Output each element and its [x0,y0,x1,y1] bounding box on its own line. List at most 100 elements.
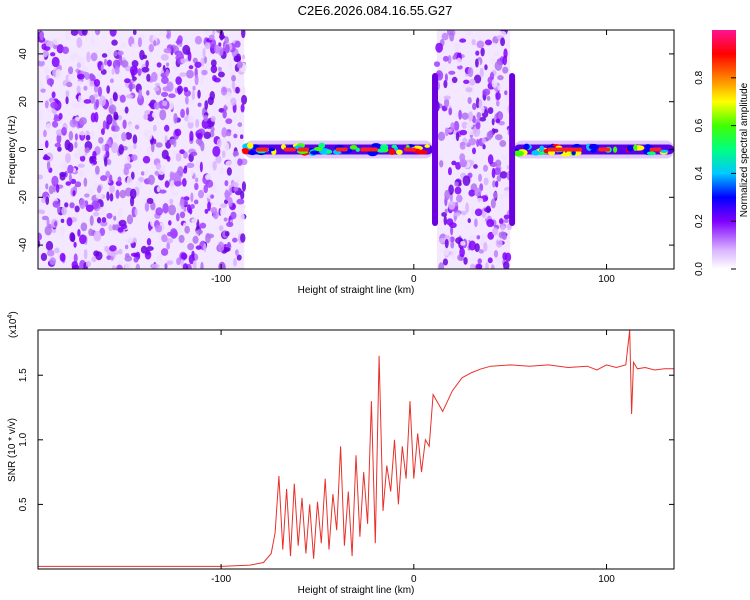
heatmap-noise-blob [455,131,460,142]
heatmap-noise-blob [54,142,62,148]
heatmap-noise-blob [177,35,183,44]
heatmap-noise-blob [240,103,245,113]
heatmap-noise-blob [69,202,75,209]
heatmap-noise-blob [98,206,106,216]
heatmap-noise-blob [180,58,186,64]
heatmap-noise-blob [51,175,59,187]
heatmap-noise-blob [61,206,68,216]
heatmap-noise-blob [129,188,137,200]
heatmap-noise-blob [101,53,108,58]
heatmap-noise-blob [503,214,510,220]
heatmap-noise-blob [119,189,127,199]
heatmap-noise-blob [233,186,239,192]
heatmap-track-blob [586,143,591,151]
heatmap-noise-blob [58,112,63,120]
heatmap-noise-blob [433,61,441,67]
heatmap-noise-blob [84,193,90,198]
heatmap-track-peak [553,147,566,152]
heatmap-noise-blob [443,215,447,226]
heatmap-noise-blob [444,127,449,137]
snr-panel: -100 0 100 0.5 1.0 1.5 Height of straight lin… [7,311,675,596]
heatmap-noise-blob [461,121,468,129]
heatmap-noise-blob [218,261,226,269]
heatmap-noise-blob [159,30,168,37]
heatmap-noise-blob [130,252,139,257]
heatmap-noise-blob [38,239,41,248]
snr-ylabel: SNR (10 * v/v) [7,418,18,482]
heatmap-noise-blob [448,107,453,116]
heatmap-noise-blob [76,73,85,80]
heatmap-noise-blob [240,134,244,140]
heatmap-noise-blob [45,183,49,190]
heatmap-noise-blob [98,136,104,144]
heatmap-track-blob [391,144,398,149]
heatmap-noise-blob [241,85,246,96]
heatmap-noise-blob [235,53,242,63]
heatmap-noise-blob [498,231,507,239]
heatmap-noise-blob [201,118,210,130]
heatmap-noise-blob [190,151,198,157]
heatmap-noise-blob [454,181,459,187]
heatmap-noise-blob [38,174,44,180]
heatmap-noise-blob [125,236,133,244]
heatmap-noise-blob [498,218,504,225]
heatmap-ytick-label: 20 [18,96,29,108]
heatmap-noise-blob [205,30,210,35]
heatmap-noise-blob [51,91,56,99]
heatmap-noise-blob [455,194,463,203]
heatmap-noise-blob [109,30,117,37]
heatmap-noise-blob [204,100,209,110]
heatmap-track-blob [590,149,597,153]
heatmap-noise-blob [444,98,450,108]
heatmap-noise-blob [78,131,87,136]
heatmap-noise-blob [112,250,120,256]
heatmap-noise-blob [456,57,462,67]
heatmap-noise-blob [195,118,200,128]
heatmap-noise-blob [167,100,174,110]
heatmap-noise-blob [504,90,508,96]
heatmap-noise-blob [469,263,476,269]
heatmap-noise-blob [107,46,112,56]
heatmap-noise-blob [153,86,160,92]
heatmap-noise-blob [478,173,482,182]
heatmap-noise-blob [150,201,156,211]
heatmap-track-blob [326,149,333,154]
heatmap-noise-blob [57,146,62,152]
heatmap-noise-blob [230,97,237,106]
heatmap-noise-blob [77,163,85,168]
heatmap-noise-blob [165,68,170,77]
heatmap-noise-blob [217,71,225,78]
heatmap-noise-blob [502,66,509,74]
heatmap-noise-blob [183,86,189,93]
heatmap-noise-blob [125,94,134,99]
heatmap-noise-blob [489,58,495,64]
heatmap-noise-blob [237,158,243,166]
heatmap-noise-blob [225,160,233,167]
heatmap-xlabel: Height of straight line (km) [298,285,415,296]
heatmap-noise-blob [133,256,139,263]
heatmap-noise-blob [159,109,167,121]
snr-ytick-label: 0.5 [18,497,29,511]
heatmap-noise-blob [76,85,81,94]
heatmap-noise-blob [93,230,102,242]
heatmap-noise-blob [93,78,101,87]
heatmap-noise-blob [68,130,74,141]
heatmap-noise-blob [223,217,228,222]
heatmap-noise-blob [77,146,86,157]
heatmap-noise-blob [191,218,198,224]
heatmap-noise-blob [116,260,124,266]
heatmap-noise-blob [495,180,499,188]
heatmap-noise-blob [103,143,110,152]
heatmap-noise-blob [173,112,178,124]
heatmap-noise-blob [124,106,129,114]
heatmap-noise-blob [226,241,231,248]
heatmap-noise-blob [161,149,169,160]
heatmap-track-blob [376,148,386,153]
heatmap-noise-blob [95,193,103,199]
heatmap-noise-blob [448,184,454,196]
heatmap-noise-blob [50,101,58,109]
heatmap-noise-blob [241,181,247,192]
snr-ytick-label: 1.0 [18,432,29,446]
heatmap-noise-blob [182,263,189,269]
heatmap-noise-blob [171,191,179,196]
